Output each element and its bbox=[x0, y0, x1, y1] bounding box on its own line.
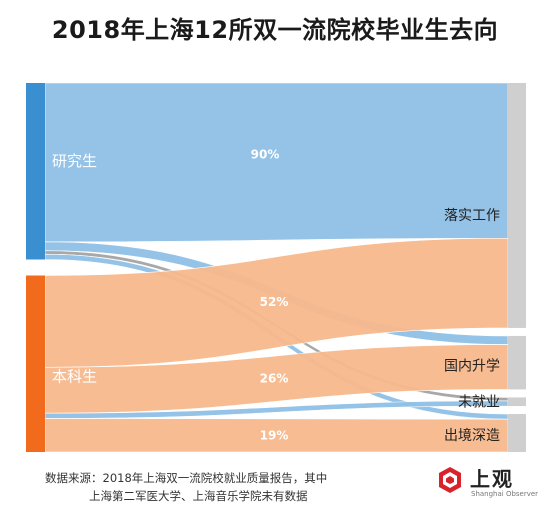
chart-title: 2018年上海12所双一流院校毕业生去向 bbox=[51, 16, 499, 44]
flow-label-under-abroad: 19% bbox=[260, 428, 289, 442]
flow-label-grad-job: 90% bbox=[251, 147, 280, 161]
shanghai-observer-logo: 上观 Shanghai Observer bbox=[436, 464, 546, 504]
target-label-study: 国内升学 bbox=[444, 358, 500, 374]
target-bar-study bbox=[508, 335, 526, 390]
data-source-note: 数据来源：2018年上海双一流院校就业质量报告，其中 上海第二军医大学、上海音乐… bbox=[45, 469, 327, 505]
target-label-abroad: 出境深造 bbox=[444, 428, 500, 444]
logo-subtitle: Shanghai Observer bbox=[471, 490, 539, 498]
source-line-1: 数据来源：2018年上海双一流院校就业质量报告，其中 bbox=[45, 471, 328, 485]
logo-name: 上观 bbox=[470, 467, 514, 491]
flow-label-under-job: 52% bbox=[260, 295, 289, 309]
source-bar-grad bbox=[26, 83, 45, 260]
logo-emblem-icon bbox=[439, 467, 461, 493]
source-label-grad: 研究生 bbox=[52, 152, 97, 170]
node-layer bbox=[26, 83, 526, 452]
target-label-job: 落实工作 bbox=[444, 208, 500, 224]
target-bar-abroad bbox=[508, 414, 526, 452]
source-line-2: 上海第二军医大学、上海音乐学院未有数据 bbox=[89, 489, 308, 503]
source-label-under: 本科生 bbox=[52, 367, 97, 385]
flow-label-under-study: 26% bbox=[260, 372, 289, 386]
flow-layer bbox=[44, 82, 509, 453]
target-bar-job bbox=[508, 83, 526, 328]
flow-grad-job bbox=[44, 82, 509, 243]
target-label-unemp: 未就业 bbox=[458, 395, 500, 411]
target-bar-unemp bbox=[508, 397, 526, 407]
source-bar-under bbox=[26, 275, 45, 452]
